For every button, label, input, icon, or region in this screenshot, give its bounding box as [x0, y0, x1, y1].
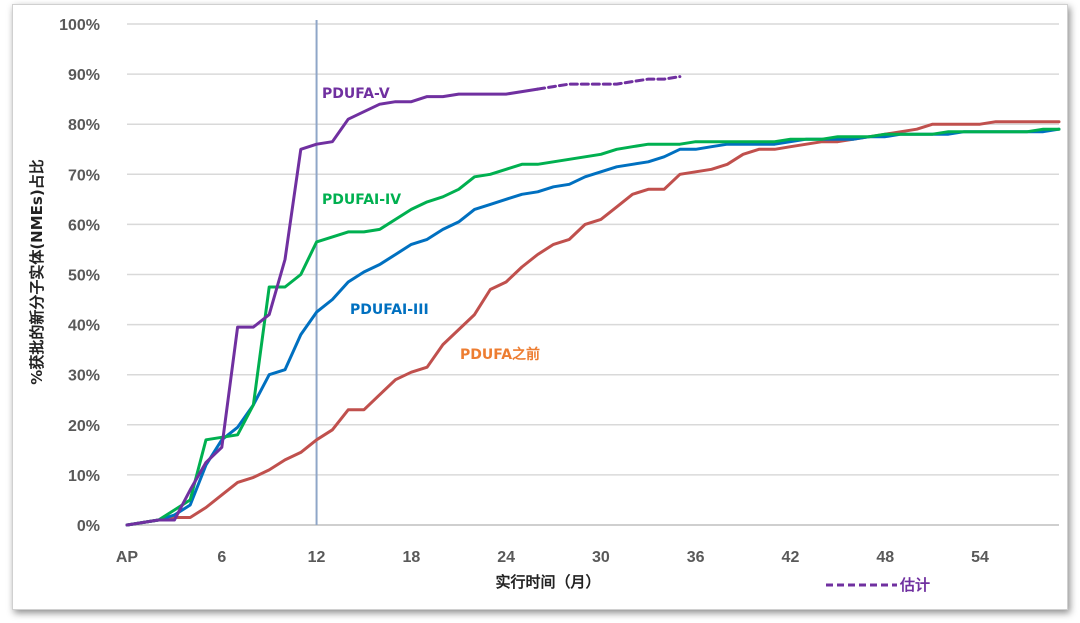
- x-tick-label: 24: [497, 549, 515, 566]
- label-pdufa-i-iii: PDUFAI-III: [350, 302, 429, 318]
- series-line-4: [536, 75, 682, 91]
- chart-frame: [12, 4, 1068, 610]
- x-tick-label: 30: [592, 549, 610, 566]
- x-tick-label: 6: [217, 549, 226, 566]
- y-axis-ticks: 0% 10% 20% 30% 40% 50% 60% 70% 80% 90% 100%: [59, 17, 100, 535]
- x-tick-label: AP: [116, 549, 139, 566]
- label-pdufa-i-iv: PDUFAI-IV: [322, 192, 401, 208]
- y-tick-label: 60%: [68, 217, 100, 234]
- legend-label-estimate: 估计: [899, 576, 930, 594]
- label-pre-pdufa: PDUFA之前: [460, 346, 540, 363]
- series-line-3: [125, 87, 540, 527]
- y-tick-label: 90%: [68, 67, 100, 84]
- x-tick-label: 36: [687, 549, 705, 566]
- label-pdufa-v: PDUFA-V: [322, 86, 390, 102]
- y-tick-label: 30%: [68, 368, 100, 385]
- y-axis-title: %获批的新分子实体(NMEs)占比: [28, 159, 46, 384]
- x-tick-label: 42: [782, 549, 800, 566]
- y-tick-label: 0%: [77, 518, 100, 535]
- x-tick-label: 12: [308, 549, 326, 566]
- y-tick-label: 70%: [68, 167, 100, 184]
- y-tick-label: 80%: [68, 117, 100, 134]
- y-tick-label: 100%: [59, 17, 100, 34]
- y-tick-label: 40%: [68, 318, 100, 335]
- y-tick-label: 20%: [68, 418, 100, 435]
- gridlines: [127, 23, 1059, 526]
- series-line-0: [125, 120, 1061, 527]
- legend: 估计: [826, 576, 930, 594]
- series-line-2: [125, 127, 1061, 527]
- x-axis-title: 实行时间（月）: [495, 573, 600, 591]
- x-tick-label: 54: [971, 549, 989, 566]
- x-tick-label: 48: [876, 549, 894, 566]
- y-tick-label: 10%: [68, 468, 100, 485]
- y-tick-label: 50%: [68, 268, 100, 285]
- series-line-1: [125, 127, 1061, 527]
- x-tick-label: 18: [402, 549, 420, 566]
- series-lines: [125, 75, 1061, 527]
- x-axis-ticks: AP 6 12 18 24 30 36 42 48 54: [116, 549, 989, 566]
